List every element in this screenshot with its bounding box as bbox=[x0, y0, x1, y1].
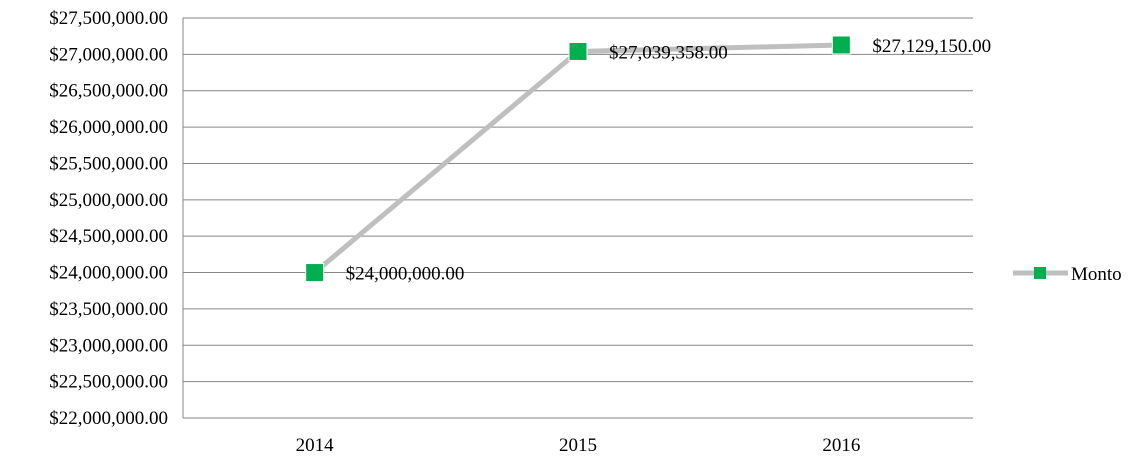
x-tick-label: 2014 bbox=[296, 435, 335, 456]
legend: Monto bbox=[1013, 264, 1122, 285]
x-tick-label: 2016 bbox=[822, 435, 860, 456]
y-tick-label: $27,500,000.00 bbox=[49, 8, 168, 29]
y-tick-label: $24,500,000.00 bbox=[49, 226, 168, 247]
y-tick-label: $25,500,000.00 bbox=[49, 153, 168, 174]
data-label: $27,039,358.00 bbox=[609, 43, 728, 64]
legend-marker-swatch bbox=[1034, 267, 1046, 279]
y-tick-label: $27,000,000.00 bbox=[49, 44, 168, 65]
y-tick-label: $24,000,000.00 bbox=[49, 263, 168, 284]
series-monto bbox=[305, 35, 851, 283]
y-tick-label: $23,000,000.00 bbox=[49, 335, 168, 356]
data-point-marker bbox=[568, 42, 588, 62]
legend-label-monto: Monto bbox=[1071, 264, 1122, 285]
data-label: $27,129,150.00 bbox=[872, 36, 991, 57]
y-tick-label: $26,500,000.00 bbox=[49, 81, 168, 102]
data-labels: $24,000,000.00 $27,039,358.00 $27,129,150.… bbox=[346, 36, 991, 285]
series-line bbox=[313, 42, 842, 275]
data-label: $24,000,000.00 bbox=[346, 264, 465, 285]
y-tick-label: $22,500,000.00 bbox=[49, 372, 168, 393]
y-tick-label: $23,500,000.00 bbox=[49, 299, 168, 320]
data-point-marker bbox=[831, 35, 851, 55]
y-tick-label: $26,000,000.00 bbox=[49, 117, 168, 138]
y-axis-tick-labels: $22,000,000.00 $22,500,000.00 $23,000,000.… bbox=[49, 8, 168, 429]
gridlines bbox=[183, 17, 973, 419]
y-tick-label: $22,000,000.00 bbox=[49, 408, 168, 429]
x-tick-label: 2015 bbox=[559, 435, 597, 456]
data-point-marker bbox=[305, 263, 325, 283]
y-tick-label: $25,000,000.00 bbox=[49, 190, 168, 211]
x-axis-tick-labels: 2014 2015 2016 bbox=[296, 435, 861, 456]
